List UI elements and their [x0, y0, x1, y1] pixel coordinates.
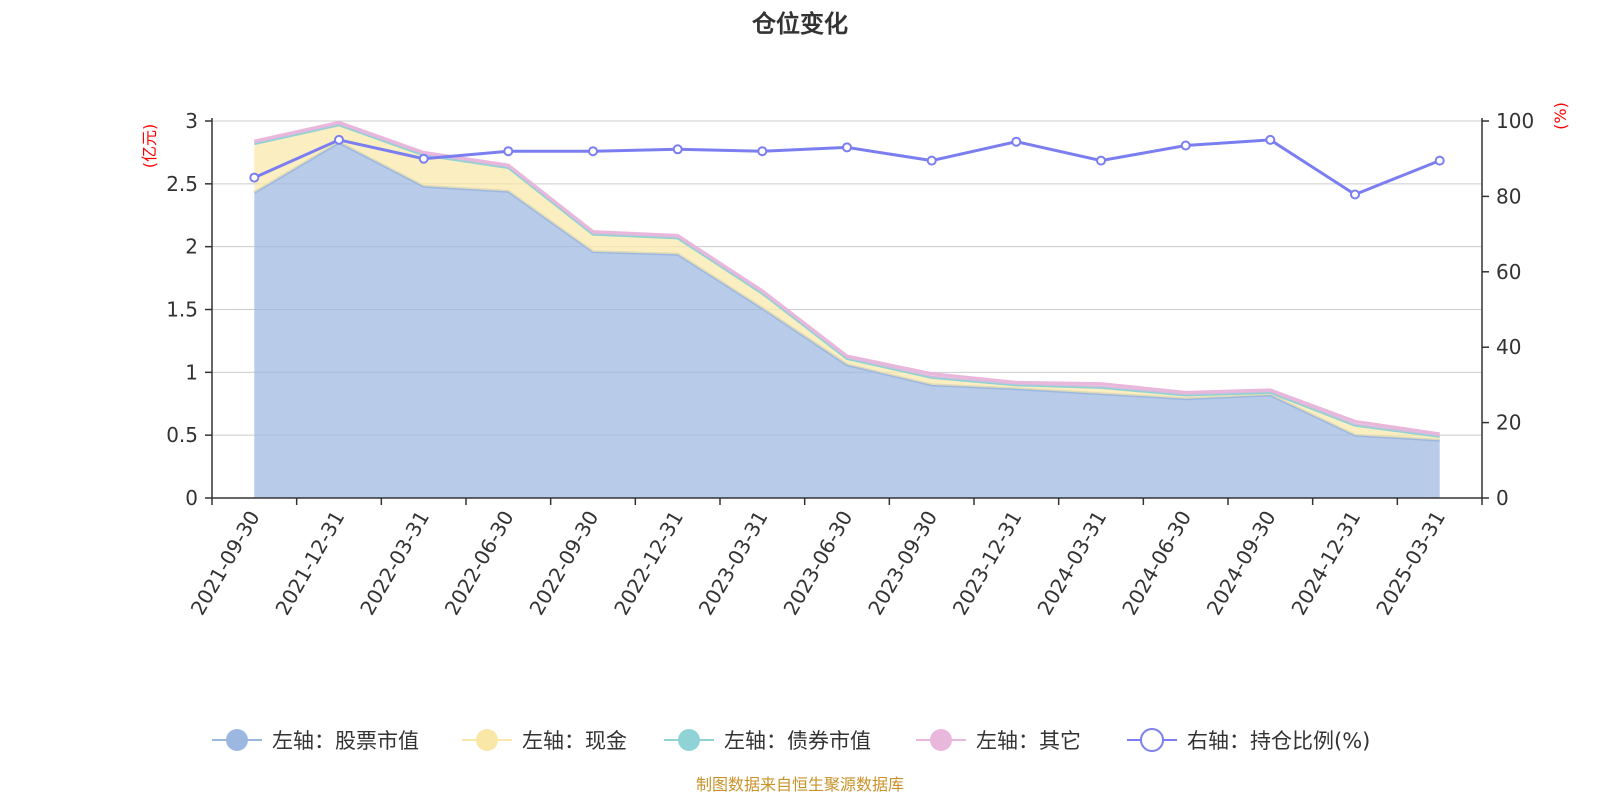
right-tick-label: 20 [1496, 411, 1521, 435]
ratio-line-series [249, 134, 1445, 200]
x-tick-label: 2023-12-31 [948, 507, 1027, 620]
left-tick-label: 0 [185, 486, 198, 510]
x-tick-label: 2024-03-31 [1032, 507, 1111, 620]
ratio-point [418, 153, 429, 164]
left-tick-label: 2.5 [166, 172, 198, 196]
x-tick-label: 2022-12-31 [609, 507, 688, 620]
legend-label: 右轴：持仓比例(%) [1187, 729, 1370, 753]
chart-title: 仓位变化 [751, 10, 848, 38]
ratio-point [1434, 155, 1445, 166]
ratio-point [503, 146, 514, 157]
ratio-point [842, 142, 852, 153]
x-tick-label: 2021-12-31 [270, 507, 349, 620]
ratio-point [757, 146, 768, 157]
right-tick-label: 100 [1496, 109, 1534, 133]
x-tick-label: 2025-03-31 [1371, 507, 1450, 620]
x-tick-label: 2024-06-30 [1117, 507, 1196, 620]
x-tick-label: 2023-03-31 [694, 507, 773, 620]
ratio-point [926, 155, 937, 166]
area-左轴：股票市值 [254, 142, 1440, 498]
left-tick-label: 2 [185, 235, 198, 259]
left-tick-label: 3 [185, 109, 198, 133]
ratio-point [1011, 136, 1022, 147]
legend-marker-icon [678, 729, 700, 751]
right-tick-label: 80 [1496, 184, 1521, 208]
left-axis-unit: (亿元) [140, 124, 159, 169]
area-series [253, 120, 1440, 498]
x-tick-label: 2023-06-30 [778, 507, 857, 620]
area-左轴：现金 [254, 124, 1440, 441]
ratio-point [1180, 140, 1191, 151]
legend-label: 左轴：其它 [976, 729, 1081, 753]
right-tick-label: 40 [1496, 335, 1521, 359]
legend-label: 左轴：债券市值 [724, 729, 871, 753]
right-axis-unit: (%) [1551, 102, 1570, 130]
x-tick-label: 2024-12-31 [1286, 507, 1365, 620]
x-tick-label: 2023-09-30 [863, 507, 942, 620]
left-tick-label: 1.5 [166, 298, 198, 322]
ratio-point [249, 172, 260, 183]
ratio-point [1350, 189, 1360, 200]
ratio-point [1096, 155, 1106, 166]
legend-label: 左轴：现金 [522, 729, 627, 753]
ratio-point [1265, 134, 1276, 145]
source-note: 制图数据来自恒生聚源数据库 [696, 775, 904, 794]
x-tick-label: 2021-09-30 [186, 507, 265, 620]
legend-label: 左轴：股票市值 [272, 729, 419, 753]
right-tick-label: 60 [1496, 260, 1521, 284]
x-tick-label: 2024-09-30 [1202, 507, 1281, 620]
ratio-point [334, 134, 344, 145]
ratio-point [672, 144, 683, 155]
legend-marker-icon [226, 729, 248, 751]
x-tick-label: 2022-06-30 [440, 507, 519, 620]
left-tick-label: 0.5 [166, 423, 198, 447]
ratio-point [588, 146, 598, 157]
legend-marker-icon [930, 729, 952, 751]
legend-marker-hollow-icon [1140, 728, 1164, 752]
right-tick-label: 0 [1496, 486, 1509, 510]
x-tick-label: 2022-03-31 [355, 507, 434, 620]
left-tick-label: 1 [185, 360, 198, 384]
legend: 左轴：股票市值 左轴：现金 左轴：债券市值 左轴：其它 右轴：持仓比例(%) [212, 728, 1370, 753]
x-tick-label: 2022-09-30 [524, 507, 603, 620]
legend-marker-icon [476, 729, 498, 751]
